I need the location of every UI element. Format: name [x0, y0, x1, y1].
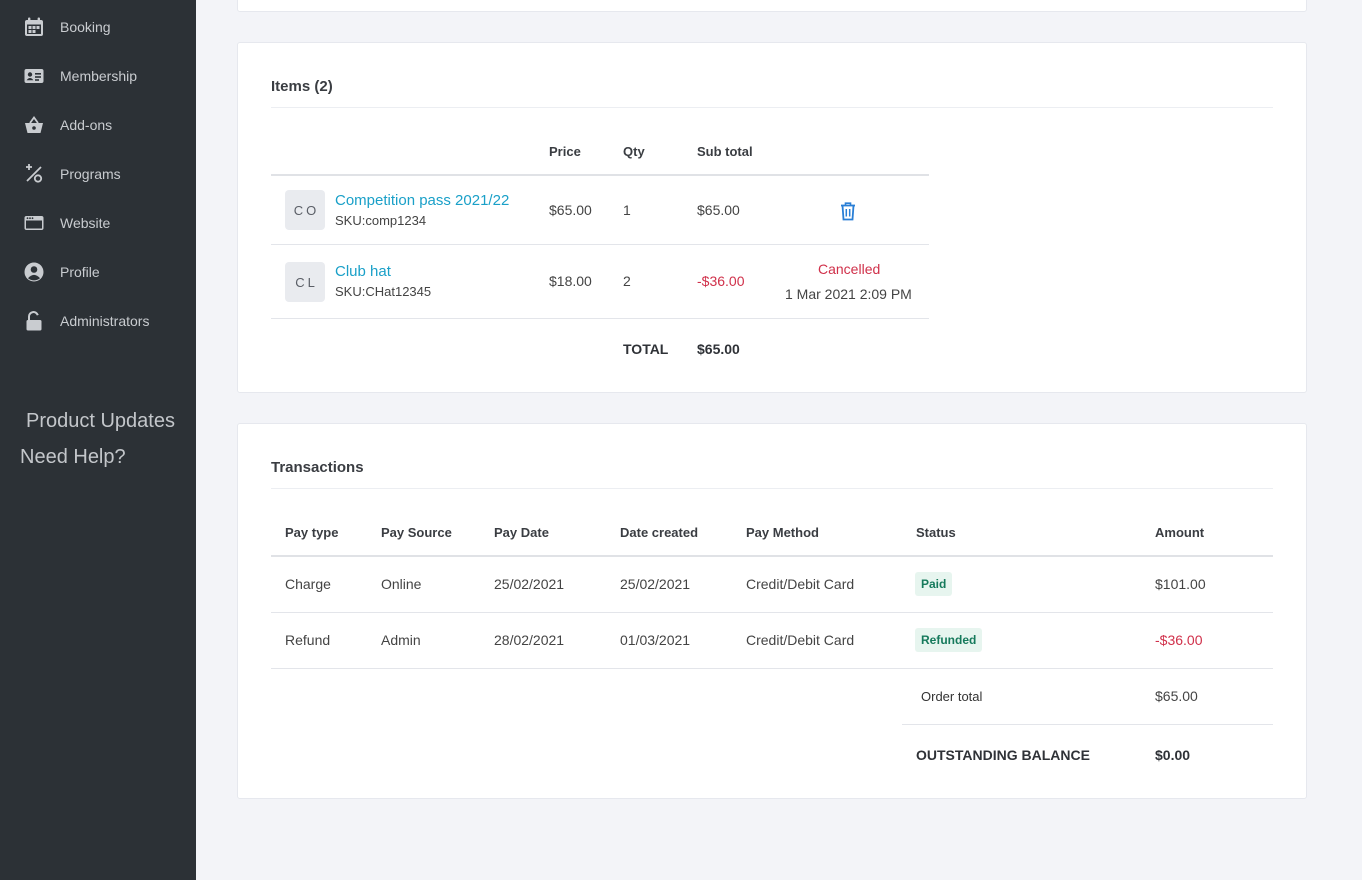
percent-icon	[24, 164, 44, 184]
header-pay-date: Pay Date	[494, 525, 549, 540]
sidebar-item-website[interactable]: Website	[0, 203, 196, 243]
row-divider	[902, 724, 1273, 725]
sidebar-item-label: Programs	[60, 166, 121, 182]
pay-method: Credit/Debit Card	[746, 632, 855, 648]
sidebar-item-profile[interactable]: Profile	[0, 252, 196, 292]
item-status-date: 1 Mar 2021 2:09 PM	[785, 286, 912, 302]
need-help-link[interactable]: Need Help?	[20, 446, 126, 468]
row-divider	[271, 668, 1273, 669]
item-sku: SKU:comp1234	[335, 213, 427, 228]
title-divider	[271, 488, 1273, 489]
header-pay-type: Pay type	[285, 525, 339, 540]
sidebar-item-programs[interactable]: Programs	[0, 154, 196, 194]
pay-source: Admin	[381, 632, 421, 648]
outstanding-balance-value: $0.00	[1155, 747, 1191, 763]
pay-date: 28/02/2021	[494, 632, 565, 648]
pay-source: Online	[381, 576, 422, 592]
pay-type: Charge	[285, 576, 331, 592]
transactions-title: Transactions	[271, 459, 364, 476]
row-divider	[271, 318, 929, 319]
unlock-icon	[24, 311, 44, 331]
item-name-link[interactable]: Competition pass 2021/22	[335, 192, 510, 209]
sidebar-item-label: Booking	[60, 19, 111, 35]
total-label: TOTAL	[623, 341, 669, 357]
user-circle-icon	[24, 262, 44, 282]
title-divider	[271, 107, 1273, 108]
row-divider	[271, 612, 1273, 613]
product-updates-link[interactable]: Product Updates	[26, 410, 175, 432]
browser-icon	[24, 213, 44, 233]
header-date-created: Date created	[620, 525, 699, 540]
item-sku: SKU:CHat12345	[335, 284, 432, 299]
sidebar-item-label: Membership	[60, 68, 138, 84]
amount: -$36.00	[1155, 632, 1203, 648]
id-card-icon	[24, 66, 44, 86]
item-thumbnail: CL	[285, 262, 325, 302]
header-pay-method: Pay Method	[746, 525, 819, 540]
item-status: Cancelled	[818, 261, 881, 277]
sidebar-item-administrators[interactable]: Administrators	[0, 301, 196, 341]
header-amount: Amount	[1155, 525, 1205, 540]
date-created: 25/02/2021	[620, 576, 691, 592]
header-pay-source: Pay Source	[381, 525, 452, 540]
sidebar-item-booking[interactable]: Booking	[0, 7, 196, 47]
basket-icon	[24, 115, 44, 135]
header-subtotal: Sub total	[697, 144, 753, 159]
items-card: Items (2) Price Qty Sub total CO Competi…	[237, 42, 1307, 393]
total-value: $65.00	[697, 341, 740, 357]
header-status: Status	[916, 525, 956, 540]
sidebar-item-membership[interactable]: Membership	[0, 56, 196, 96]
pay-type: Refund	[285, 632, 331, 648]
sidebar-item-label: Add-ons	[60, 117, 113, 133]
order-total-value: $65.00	[1155, 688, 1198, 704]
item-subtotal: -$36.00	[697, 273, 745, 289]
sidebar-item-label: Administrators	[60, 313, 150, 329]
item-price: $18.00	[549, 273, 592, 289]
item-qty: 1	[623, 202, 631, 218]
previous-card	[237, 0, 1307, 12]
sidebar-item-label: Website	[60, 215, 111, 231]
date-created: 01/03/2021	[620, 632, 691, 648]
item-name-link[interactable]: Club hat	[335, 263, 391, 280]
sidebar-item-add-ons[interactable]: Add-ons	[0, 105, 196, 145]
item-thumbnail: CO	[285, 190, 325, 230]
item-qty: 2	[623, 273, 631, 289]
header-divider	[271, 174, 929, 176]
item-subtotal: $65.00	[697, 202, 740, 218]
pay-method: Credit/Debit Card	[746, 576, 855, 592]
status-badge: Refunded	[915, 628, 983, 652]
pay-date: 25/02/2021	[494, 576, 565, 592]
header-price: Price	[549, 144, 581, 159]
calendar-icon	[24, 17, 44, 37]
row-divider	[271, 244, 929, 245]
header-qty: Qty	[623, 144, 645, 159]
order-total-label: Order total	[921, 689, 983, 704]
trash-icon[interactable]	[839, 201, 857, 221]
sidebar: Booking Membership Add-ons Programs Webs…	[0, 0, 196, 880]
sidebar-item-label: Profile	[60, 264, 100, 280]
status-badge: Paid	[915, 572, 953, 596]
outstanding-balance-label: OUTSTANDING BALANCE	[916, 747, 1090, 763]
amount: $101.00	[1155, 576, 1206, 592]
header-divider	[271, 555, 1273, 557]
items-title: Items (2)	[271, 78, 333, 95]
item-price: $65.00	[549, 202, 592, 218]
transactions-card: Transactions Pay type Pay Source Pay Dat…	[237, 423, 1307, 799]
